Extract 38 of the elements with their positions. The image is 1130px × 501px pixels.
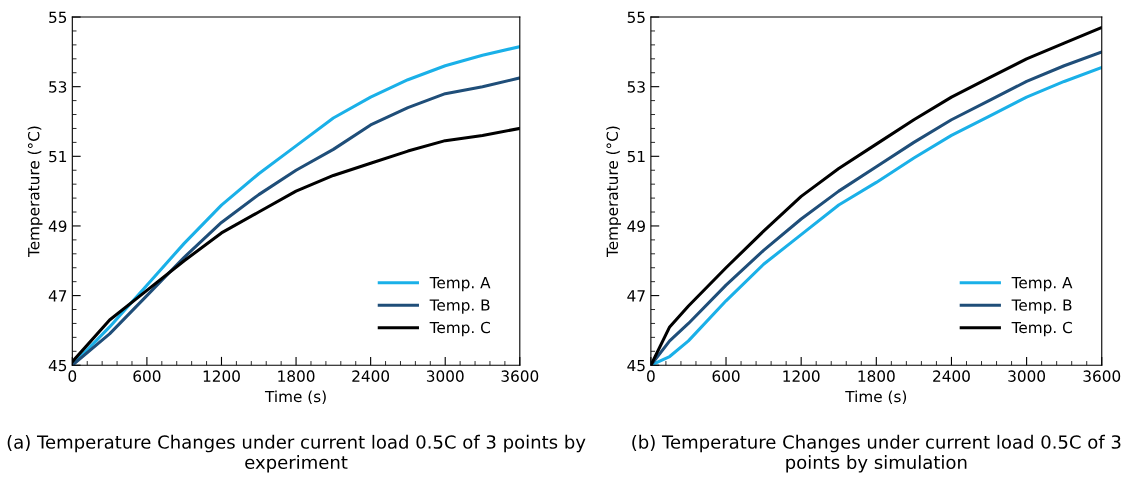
x-tick-label: 1200	[203, 370, 240, 382]
text: (b) Temperature Changes under current load 0.5C of 3 points by simulation	[632, 434, 1121, 473]
legend-label: Temp. A	[429, 277, 491, 292]
x-tick-label: 600	[133, 370, 161, 382]
y-tick-label: 47	[627, 290, 645, 302]
legend-label: Temp. B	[429, 299, 490, 314]
x-tick-label: 3600	[1083, 370, 1121, 382]
y-tick-label: 47	[48, 290, 67, 302]
x-tick-label: 3600	[501, 370, 539, 382]
y-tick-label: 49	[627, 220, 645, 232]
y-tick-label: 51	[49, 150, 67, 163]
x-tick-label: 2400	[933, 370, 970, 382]
legend-label: Temp. B	[1011, 299, 1072, 314]
y-tick-label: 49	[48, 220, 67, 232]
x-tick-label: 600	[712, 370, 740, 382]
y-tick-label: 51	[627, 150, 645, 163]
y-tick-label: 55	[627, 11, 645, 24]
y-tick-label: 53	[627, 81, 645, 93]
y-tick-label: 45	[627, 359, 645, 372]
text: (a) Temperature Changes under current load 0.5C of 3 points by experiment	[7, 434, 586, 473]
x-axis-title: Time (s)	[845, 390, 907, 405]
x-tick-label: 0	[68, 370, 77, 382]
y-axis-title: Temperature (°C)	[27, 126, 43, 258]
legend-label: Temp. C	[429, 321, 490, 337]
x-tick-label: 2400	[352, 370, 390, 382]
y-tick-label: 55	[49, 11, 67, 24]
x-axis-title: Time (s)	[264, 390, 326, 405]
x-tick-label: 1800	[278, 370, 315, 382]
x-tick-label: 3000	[1008, 370, 1046, 382]
legend-label: Temp. A	[1011, 277, 1073, 292]
x-tick-label: 1800	[858, 370, 895, 382]
y-axis-title: Temperature (°C)	[606, 126, 622, 258]
x-tick-label: 1200	[783, 370, 820, 382]
legend-label: Temp. C	[1011, 321, 1072, 337]
x-tick-label: 0	[647, 370, 655, 382]
y-tick-label: 53	[49, 81, 67, 93]
x-tick-label: 3000	[426, 370, 464, 382]
y-tick-label: 45	[48, 359, 67, 372]
